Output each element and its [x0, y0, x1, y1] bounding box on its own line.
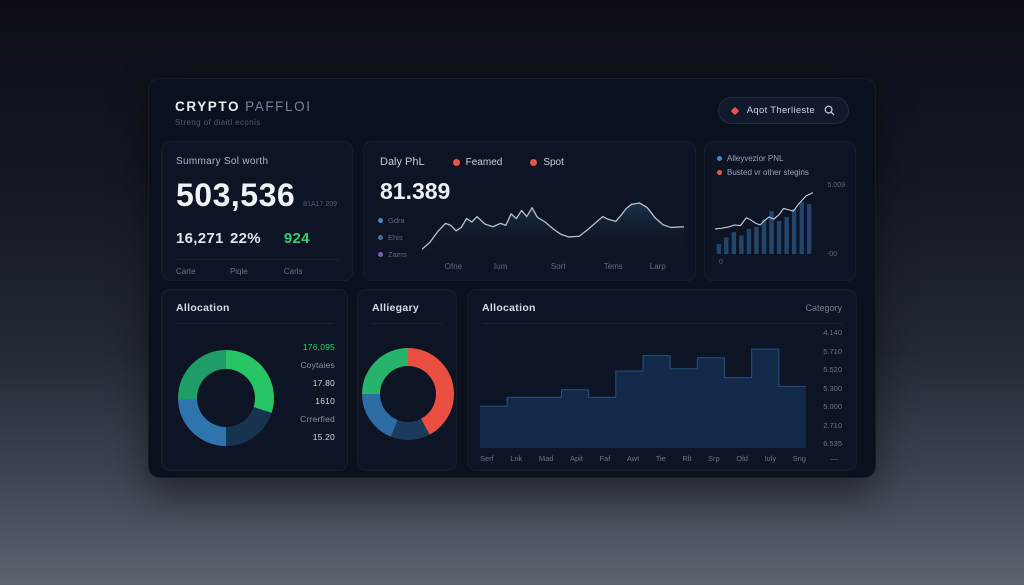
x-tick: Sng — [792, 454, 806, 463]
daily-pnl-line-chart — [422, 188, 684, 256]
side-legend: Gdra Ehis Zams — [378, 216, 407, 259]
stat-label: Carte — [176, 267, 196, 276]
legend-label: Gdra — [388, 216, 405, 225]
y-axis-labels: 4.140 5.710 5.520 5.300 5.000 2.710 6.53… — [823, 328, 842, 448]
dashboard-panel: CRYPTO PAFFLOI Streng of diaitl econis Aq… — [148, 78, 876, 478]
brand: CRYPTO PAFFLOI Streng of diaitl econis — [175, 99, 312, 127]
legend-dot — [378, 252, 383, 257]
x-tick: Old — [736, 454, 748, 463]
x-tick: Srp — [708, 454, 720, 463]
x-axis-zero-label: 0 — [719, 259, 723, 266]
search-icon[interactable] — [824, 105, 835, 116]
x-tick: Rlt — [682, 454, 692, 463]
legend-dot — [378, 218, 383, 223]
allocation-donut-chart — [178, 350, 274, 446]
legend-label: Busted vr other stegins — [727, 168, 809, 177]
y-axis-top-label: 5.009 — [827, 182, 845, 189]
x-tick: Apit — [570, 454, 583, 463]
x-tick: Awt — [626, 454, 640, 463]
x-tick: Larp — [649, 262, 666, 271]
legend-label: Spot — [543, 156, 564, 168]
y-tick: 4.140 — [823, 328, 842, 337]
donut-hole — [380, 366, 436, 422]
category-chart-card: Allocation Category 4.140 5.710 5.520 5.… — [467, 289, 857, 471]
action-button[interactable]: Aqot Therlieste — [717, 97, 849, 124]
x-tick: Ium — [493, 262, 508, 271]
allocation-pnl-chart — [715, 188, 813, 254]
y-tick: 5.300 — [823, 383, 842, 393]
x-tick: Mad — [538, 454, 554, 463]
summary-card: Summary Sol worth 503,536 81A17 209 16,2… — [161, 141, 353, 281]
x-tick: Tie — [655, 454, 666, 463]
divider — [176, 259, 338, 260]
action-button-label: Aqot Therlieste — [746, 105, 815, 116]
x-tick: Ofne — [444, 262, 463, 271]
y-tick: 2.710 — [823, 420, 842, 430]
daily-pnl-card: Daly PhL Feamed Spot 81.389 Gdra Ehis Za… — [363, 141, 696, 281]
alliegary-donut-card: Alliegary — [357, 289, 457, 471]
stat-text: Coytaies — [300, 360, 335, 370]
alliegary-donut-chart — [362, 348, 454, 440]
card-title: Allocation — [482, 302, 536, 314]
net-worth-note: 81A17 209 — [303, 201, 338, 208]
allocation-donut-card: Allocation 176,095 Coytaies 17.80 1610 C… — [161, 289, 348, 471]
daily-pnl-value: 81.389 — [380, 178, 451, 204]
x-axis-overflow: — — [830, 454, 839, 463]
legend-label: Ehis — [388, 233, 403, 242]
stat-text: 17.80 — [312, 378, 335, 388]
brand-subtitle: Streng of diaitl econis — [175, 118, 261, 127]
x-tick: Serf — [480, 454, 494, 463]
legend-label: Zams — [388, 250, 407, 259]
stat-value: 924 — [283, 230, 310, 247]
allocation-pnl-card: Alleyvezior PNL Busted vr other stegins … — [704, 141, 856, 281]
diamond-icon — [730, 106, 740, 115]
divider — [176, 323, 333, 324]
legend-dot — [530, 158, 538, 166]
legend-dot — [717, 156, 722, 161]
allocation-pnl-legend: Alleyvezior PNL Busted vr other stegins — [705, 142, 855, 177]
daily-pnl-title: Daly PhL — [380, 156, 425, 168]
y-axis-bottom-label: -00 — [826, 251, 837, 258]
stat-text: Crrerfied — [300, 414, 335, 424]
y-tick: 6.535 — [823, 439, 842, 448]
category-step-chart — [480, 338, 806, 448]
daily-x-axis: Ofne Ium Sort Tems Larp — [422, 262, 684, 274]
brand-title-light: PAFFLOI — [245, 99, 312, 114]
legend-dot — [452, 158, 460, 166]
legend-label: Feamed — [465, 156, 503, 168]
divider — [482, 323, 842, 324]
stat-text: 176,095 — [302, 342, 335, 352]
stat-label: Carls — [283, 267, 303, 276]
stat-text: 15.20 — [312, 432, 335, 442]
x-axis-labels: Serf Lnk Mad Apit Faf Awt Tie Rlt Srp Ol… — [480, 454, 806, 463]
x-tick: Tems — [603, 262, 623, 271]
net-worth-value: 503,536 — [176, 177, 296, 213]
x-tick: Sort — [550, 262, 566, 271]
allocation-stats: 176,095 Coytaies 17.80 1610 Crrerfied 15… — [300, 342, 335, 442]
legend-dot — [378, 235, 383, 240]
x-tick: Faf — [599, 454, 611, 463]
y-tick: 5.000 — [823, 402, 842, 411]
legend-dot — [717, 170, 722, 175]
card-title: Allocation — [176, 302, 230, 314]
category-corner-label: Category — [805, 303, 842, 313]
stat-value: 22% — [229, 230, 261, 247]
stat-text: 1610 — [315, 396, 335, 406]
x-tick: Lnk — [510, 454, 523, 463]
card-title: Alliegary — [372, 302, 420, 314]
legend-item: Spot — [530, 157, 564, 168]
divider — [372, 323, 442, 324]
summary-title: Summary Sol worth — [176, 156, 269, 167]
y-tick: 5.710 — [823, 346, 842, 356]
legend-label: Alleyvezior PNL — [727, 154, 784, 163]
donut-hole — [197, 369, 255, 427]
stat-label: Piqle — [229, 267, 248, 276]
legend-item: Feamed — [452, 156, 503, 168]
brand-title-bold: CRYPTO — [175, 99, 241, 114]
x-tick: Iuly — [764, 454, 777, 463]
stat-value: 16,271 — [176, 230, 224, 247]
y-tick: 5.520 — [823, 365, 842, 374]
